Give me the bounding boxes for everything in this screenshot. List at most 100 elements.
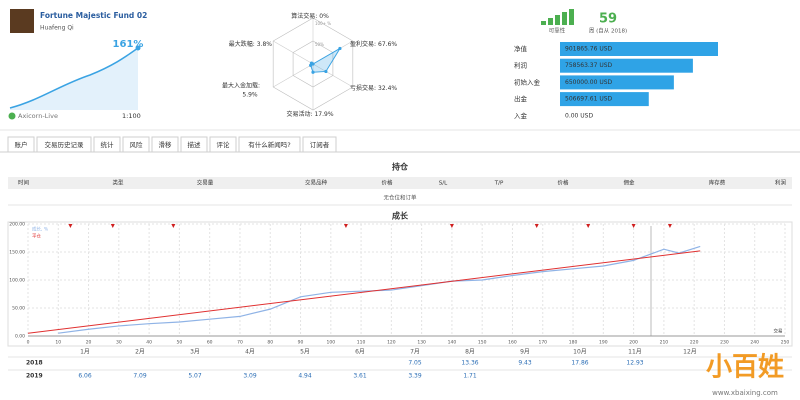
x-tick-label: 250 xyxy=(781,340,790,346)
month-value: 1.71 xyxy=(463,373,477,380)
column-header: T/P xyxy=(494,181,504,187)
radar-axis-label: 盈利交易: 67.6% xyxy=(350,40,397,48)
month-label: 2月 xyxy=(135,349,145,356)
event-marker xyxy=(110,224,115,228)
month-label: 11月 xyxy=(628,349,642,356)
tab-label[interactable]: 滑移 xyxy=(159,140,173,149)
month-value: 5.07 xyxy=(188,373,202,380)
signal-title: Fortune Majestic Fund 02 xyxy=(40,11,147,20)
tab[interactable] xyxy=(151,136,179,153)
x-tick-label: 20 xyxy=(86,340,92,346)
legend-entry: 平仓 xyxy=(32,233,41,240)
x-tick-label: 60 xyxy=(207,340,213,346)
tab[interactable] xyxy=(238,136,301,153)
x-tick-label: 40 xyxy=(146,340,152,346)
table-header xyxy=(8,177,792,189)
month-value: 13.36 xyxy=(461,360,478,367)
month-value: 4.94 xyxy=(298,373,312,380)
tab[interactable] xyxy=(209,136,237,153)
mini-chart-dot xyxy=(135,45,141,51)
balance-name: 初始入金 xyxy=(514,77,541,86)
tab-label[interactable]: 风险 xyxy=(130,140,144,149)
month-value: 3.09 xyxy=(243,373,257,380)
mini-chart-area xyxy=(10,48,138,110)
radar-axis-value: 67.6% xyxy=(378,41,397,48)
tab[interactable] xyxy=(93,136,121,153)
radar-spoke xyxy=(273,63,314,88)
watermark-url: www.xbaixing.com xyxy=(712,389,778,397)
tab-label[interactable]: 账户 xyxy=(15,140,28,149)
radar-axis-label: 算法交易: 0% xyxy=(291,12,329,20)
month-label: 6月 xyxy=(355,349,365,356)
tab-label[interactable]: 描述 xyxy=(188,140,202,149)
tab-label[interactable]: 订阅者 xyxy=(310,141,330,149)
column-header: 佣金 xyxy=(623,179,635,187)
tab-label[interactable]: 有什么新闻吗? xyxy=(248,140,290,149)
x-tick-label: 90 xyxy=(298,340,304,346)
column-header: 价格 xyxy=(557,179,569,187)
radar-axis-name: 最大跌幅: xyxy=(229,40,255,48)
month-value: 17.86 xyxy=(571,360,588,367)
month-label: 5月 xyxy=(300,349,310,356)
event-marker xyxy=(343,224,348,228)
x-tick-label: 130 xyxy=(417,340,426,346)
month-value: 3.61 xyxy=(353,373,367,380)
tab[interactable] xyxy=(122,136,150,153)
tab-label[interactable]: 评论 xyxy=(217,140,231,149)
radar-spoke xyxy=(312,63,353,88)
radar-axis-value: 17.9% xyxy=(314,111,333,118)
radar-axis-name: 亏损交易: xyxy=(350,84,376,92)
month-label: 1月 xyxy=(80,349,90,356)
balance-bar xyxy=(560,92,649,107)
radar-axis-name: 盈利交易: xyxy=(350,40,376,48)
radar-point xyxy=(338,46,342,51)
mini-chart-line xyxy=(9,47,139,109)
radar-spoke xyxy=(273,40,314,65)
series-line xyxy=(27,250,701,334)
event-marker xyxy=(449,224,454,228)
month-label: 8月 xyxy=(465,349,475,356)
column-header: 库存费 xyxy=(709,179,726,187)
month-value: 9.43 xyxy=(518,360,532,367)
verified-icon xyxy=(8,112,16,120)
x-tick-label: 30 xyxy=(116,340,122,346)
x-tick-label: 50 xyxy=(177,340,183,346)
x-tick-label: 120 xyxy=(387,340,396,346)
tab[interactable] xyxy=(180,136,208,153)
y-tick-label: 0.00 xyxy=(15,334,25,340)
month-value: 6.06 xyxy=(78,373,92,380)
chart-frame xyxy=(7,221,793,347)
series-line xyxy=(58,245,701,334)
growth-percent: 161% xyxy=(113,39,144,50)
balance-name: 净值 xyxy=(514,44,528,53)
tab-label[interactable]: 交易历史记录 xyxy=(45,140,85,149)
x-tick-label: 180 xyxy=(569,340,578,346)
radar-mid-label: 50% xyxy=(315,42,324,47)
tab[interactable] xyxy=(7,136,35,153)
x-tick-label: 170 xyxy=(538,340,547,346)
column-header: S/L xyxy=(439,181,448,187)
watermark: 小百姓 xyxy=(706,353,784,383)
tab[interactable] xyxy=(36,136,92,153)
x-tick-label: 110 xyxy=(357,340,366,346)
broker: Axicorn-Live xyxy=(18,112,58,120)
radar-point xyxy=(324,69,328,74)
x-tick-label: 220 xyxy=(690,340,699,346)
radar-axis-value: 0% xyxy=(319,13,329,20)
chart-title: 成长 xyxy=(392,211,409,221)
month-value: 3.39 xyxy=(408,373,422,380)
x-tick-label: 190 xyxy=(599,340,608,346)
radar-axis-label: 交易活动: 17.9% xyxy=(286,110,333,118)
column-header: 交易量 xyxy=(197,179,214,187)
weeks-label: 周 (自从 2018) xyxy=(589,27,627,35)
x-tick-label: 210 xyxy=(660,340,669,346)
tab-label[interactable]: 统计 xyxy=(101,140,115,149)
column-header: 交易品种 xyxy=(305,179,328,187)
x-tick-label: 200 xyxy=(629,340,638,346)
balance-value: 901865.76 USD xyxy=(565,46,613,53)
event-marker xyxy=(667,224,672,228)
tab[interactable] xyxy=(302,136,337,153)
x-tick-label: 80 xyxy=(267,340,273,346)
legend-entry: 成长, % xyxy=(32,226,49,233)
